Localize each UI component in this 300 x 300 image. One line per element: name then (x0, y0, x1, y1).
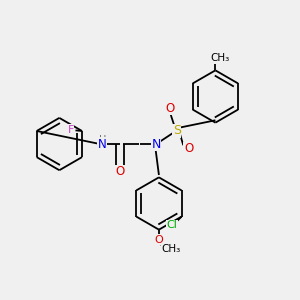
Text: N: N (151, 138, 160, 151)
Text: O: O (116, 166, 125, 178)
Text: F: F (68, 125, 74, 135)
Text: H: H (99, 136, 107, 146)
Text: O: O (166, 102, 175, 115)
Text: CH₃: CH₃ (211, 53, 230, 64)
Text: Cl: Cl (167, 220, 178, 230)
Text: S: S (173, 124, 181, 137)
Text: O: O (154, 235, 163, 245)
Text: CH₃: CH₃ (161, 244, 180, 254)
Text: O: O (184, 142, 193, 155)
Text: N: N (98, 138, 107, 151)
